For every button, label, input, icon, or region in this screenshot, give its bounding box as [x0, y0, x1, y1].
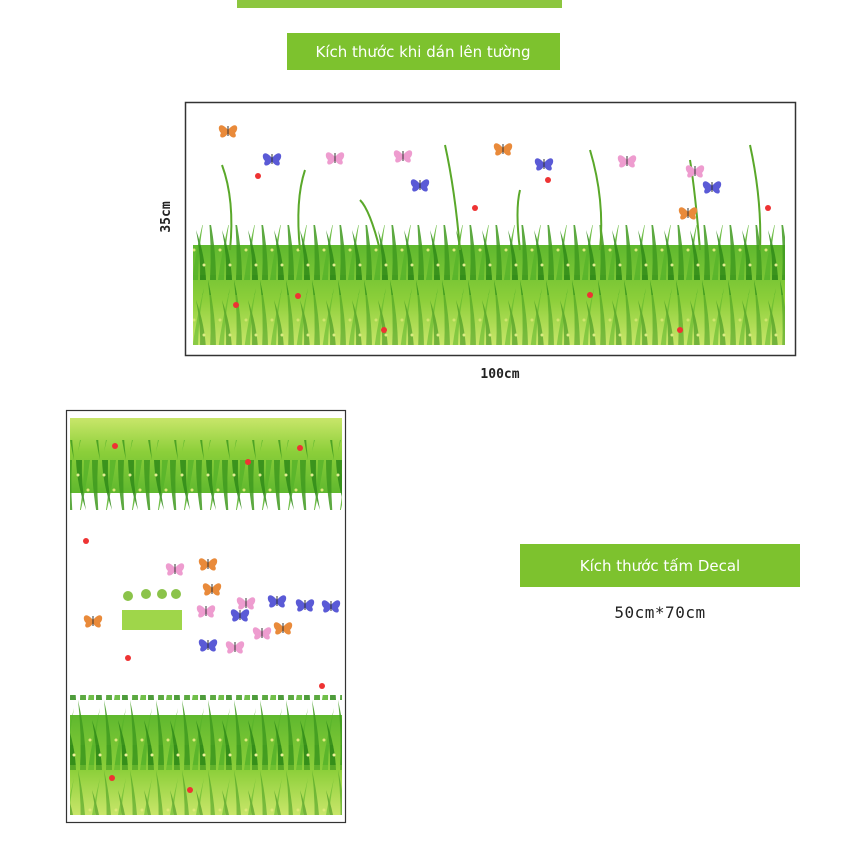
- decal-grass: [70, 418, 342, 815]
- decal-size-label: Kích thước tấm Decal: [580, 557, 740, 575]
- wall-size-label: Kích thước khi dán lên tường: [316, 43, 531, 61]
- width-label: 100cm: [480, 367, 519, 382]
- top-banner: [237, 0, 562, 8]
- decal-dimensions: 50cm*70cm: [614, 603, 705, 622]
- label-box: [520, 544, 800, 587]
- label-box: [287, 33, 560, 70]
- height-label: 35cm: [159, 201, 174, 232]
- wall-grass: [193, 124, 785, 345]
